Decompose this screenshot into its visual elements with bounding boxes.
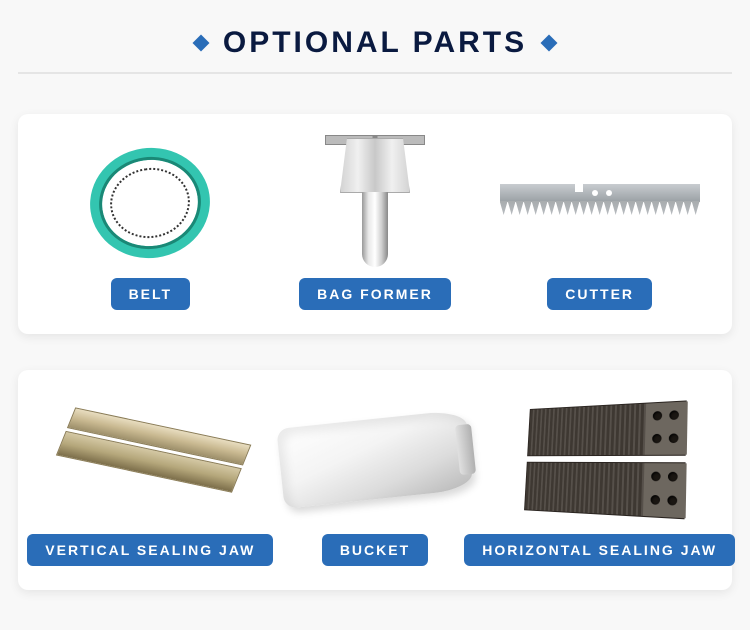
part-item-belt[interactable]: BELT <box>40 138 260 310</box>
section-title: OPTIONAL PARTS <box>223 26 527 60</box>
diamond-icon <box>541 35 558 52</box>
bucket-icon <box>275 394 475 524</box>
part-item-bag-former[interactable]: BAG FORMER <box>265 138 485 310</box>
part-item-cutter[interactable]: CUTTER <box>490 138 710 310</box>
part-label: BAG FORMER <box>299 278 451 310</box>
belt-icon <box>50 138 250 268</box>
cutter-icon <box>500 138 700 268</box>
part-label: BELT <box>111 278 191 310</box>
diamond-icon <box>192 35 209 52</box>
part-item-horizontal-sealing-jaw[interactable]: HORIZONTAL SEALING JAW <box>490 394 710 566</box>
divider <box>18 72 732 74</box>
bag-former-icon <box>275 138 475 268</box>
vertical-sealing-jaw-icon <box>50 394 250 524</box>
part-item-bucket[interactable]: BUCKET <box>265 394 485 566</box>
part-label: CUTTER <box>547 278 652 310</box>
part-label: HORIZONTAL SEALING JAW <box>464 534 735 566</box>
parts-panel: BELT BAG FORMER CUTTER <box>18 114 732 334</box>
horizontal-sealing-jaw-icon <box>500 394 700 524</box>
section-header: OPTIONAL PARTS <box>18 26 732 60</box>
part-item-vertical-sealing-jaw[interactable]: VERTICAL SEALING JAW <box>40 394 260 566</box>
part-label: VERTICAL SEALING JAW <box>27 534 273 566</box>
part-label: BUCKET <box>322 534 428 566</box>
parts-panel: VERTICAL SEALING JAW BUCKET <box>18 370 732 590</box>
